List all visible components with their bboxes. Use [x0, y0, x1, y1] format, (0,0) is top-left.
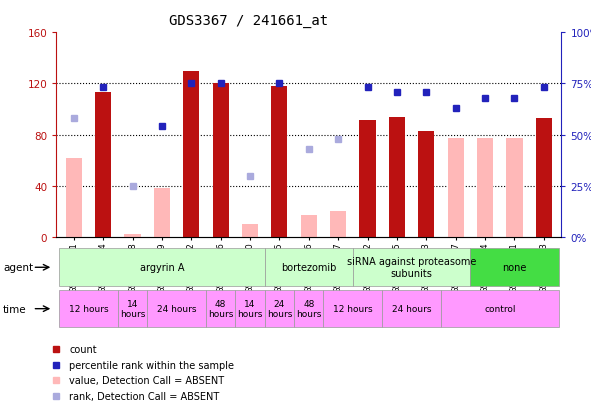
Text: value, Detection Call = ABSENT: value, Detection Call = ABSENT [69, 375, 224, 385]
Text: agent: agent [3, 263, 33, 273]
Bar [353, 249, 470, 286]
Bar [382, 290, 441, 328]
Bar [506, 139, 522, 237]
Text: percentile rank within the sample: percentile rank within the sample [69, 360, 234, 370]
Bar [235, 290, 265, 328]
Bar [118, 290, 147, 328]
Bar [59, 290, 118, 328]
Text: time: time [3, 304, 27, 314]
Bar [59, 249, 265, 286]
Text: 14
hours: 14 hours [120, 299, 145, 318]
Bar [330, 212, 346, 237]
Bar [213, 84, 229, 237]
Text: 14
hours: 14 hours [238, 299, 263, 318]
Bar [470, 249, 558, 286]
Text: 24
hours: 24 hours [267, 299, 292, 318]
Text: 24 hours: 24 hours [157, 304, 196, 313]
Bar [66, 158, 82, 237]
Text: siRNA against proteasome
subunits: siRNA against proteasome subunits [347, 256, 476, 278]
Bar [441, 290, 558, 328]
Text: GDS3367 / 241661_at: GDS3367 / 241661_at [168, 14, 328, 28]
Bar [418, 131, 434, 237]
Text: control: control [484, 304, 515, 313]
Text: 24 hours: 24 hours [392, 304, 431, 313]
Bar [447, 139, 464, 237]
Bar [125, 235, 141, 237]
Text: 12 hours: 12 hours [69, 304, 108, 313]
Text: none: none [502, 262, 527, 273]
Bar [265, 290, 294, 328]
Bar [147, 290, 206, 328]
Bar [477, 139, 493, 237]
Bar [294, 290, 323, 328]
Bar [154, 189, 170, 237]
Bar [359, 121, 376, 237]
Text: bortezomib: bortezomib [281, 262, 336, 273]
Bar [323, 290, 382, 328]
Bar [183, 71, 199, 237]
Text: argyrin A: argyrin A [139, 262, 184, 273]
Text: 12 hours: 12 hours [333, 304, 373, 313]
Text: 48
hours: 48 hours [208, 299, 233, 318]
Bar [271, 87, 287, 237]
Bar [389, 117, 405, 237]
Bar [206, 290, 235, 328]
Text: count: count [69, 344, 97, 354]
Bar [95, 93, 111, 237]
Bar [242, 225, 258, 237]
Text: rank, Detection Call = ABSENT: rank, Detection Call = ABSENT [69, 391, 219, 401]
Bar [301, 216, 317, 237]
Text: 48
hours: 48 hours [296, 299, 322, 318]
Bar [265, 249, 353, 286]
Bar [536, 119, 552, 237]
